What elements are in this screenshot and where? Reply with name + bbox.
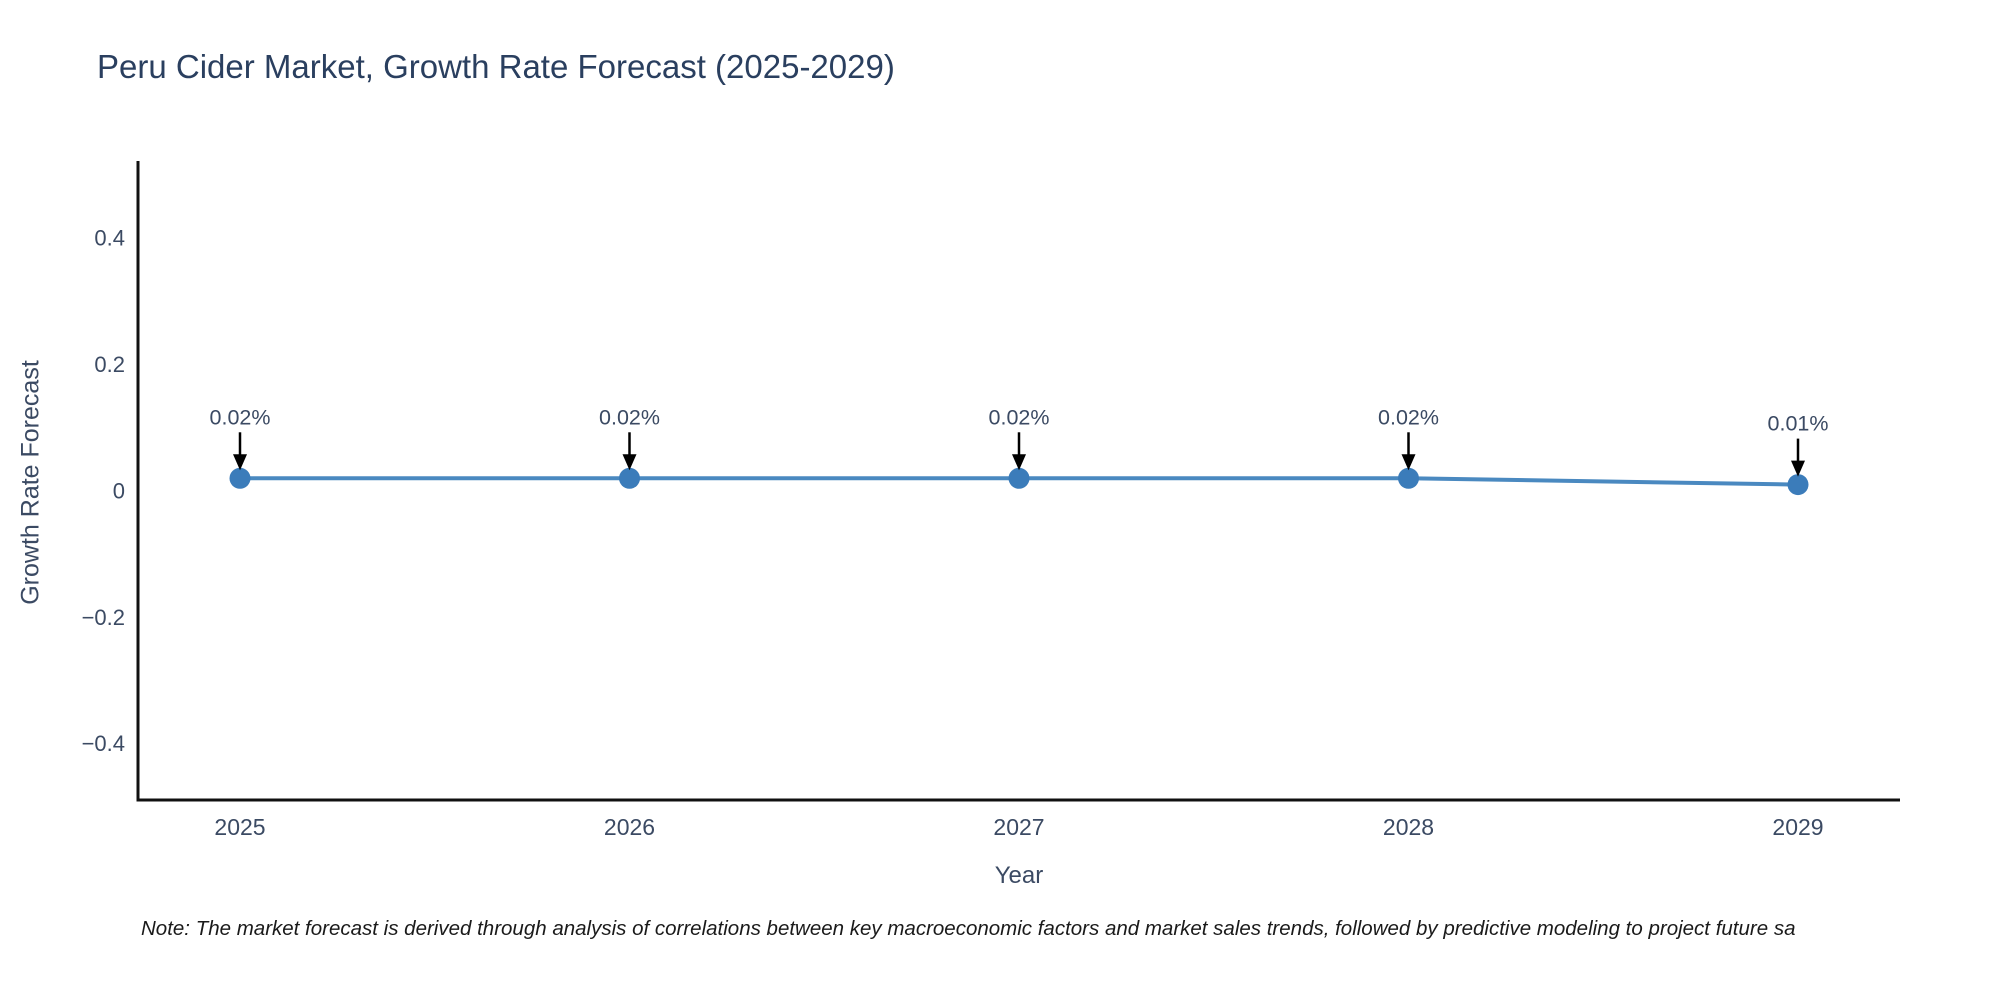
point-label: 0.02% xyxy=(989,405,1050,429)
annotation-arrowhead xyxy=(622,454,637,471)
y-tick-label: 0 xyxy=(113,478,125,503)
point-label: 0.02% xyxy=(210,405,271,429)
chart-title: Peru Cider Market, Growth Rate Forecast … xyxy=(97,48,895,85)
annotation-arrowhead xyxy=(1791,460,1805,477)
x-tick-label: 2028 xyxy=(1383,814,1434,840)
annotation-arrowhead xyxy=(233,454,247,471)
data-point-marker xyxy=(1008,467,1030,489)
data-point-marker xyxy=(1787,474,1809,496)
point-label: 0.01% xyxy=(1768,412,1829,436)
point-label: 0.02% xyxy=(599,405,660,429)
x-tick-label: 2027 xyxy=(993,814,1044,840)
x-axis-title: Year xyxy=(994,862,1044,889)
annotation-arrowhead xyxy=(1401,454,1416,471)
point-label: 0.02% xyxy=(1378,405,1439,429)
data-point-marker xyxy=(619,467,640,489)
x-tick-label: 2026 xyxy=(604,814,655,840)
y-tick-label: 0.4 xyxy=(94,226,125,251)
footnote: Note: The market forecast is derived thr… xyxy=(141,917,1796,940)
y-tick-label: −0.2 xyxy=(82,605,125,630)
x-tick-label: 2025 xyxy=(214,814,265,840)
data-point-marker xyxy=(1398,467,1419,489)
y-tick-label: 0.2 xyxy=(94,352,125,377)
annotation-arrowhead xyxy=(1012,454,1026,471)
y-tick-label: −0.4 xyxy=(82,731,125,756)
x-tick-label: 2029 xyxy=(1772,814,1823,840)
data-point-marker xyxy=(229,467,251,489)
